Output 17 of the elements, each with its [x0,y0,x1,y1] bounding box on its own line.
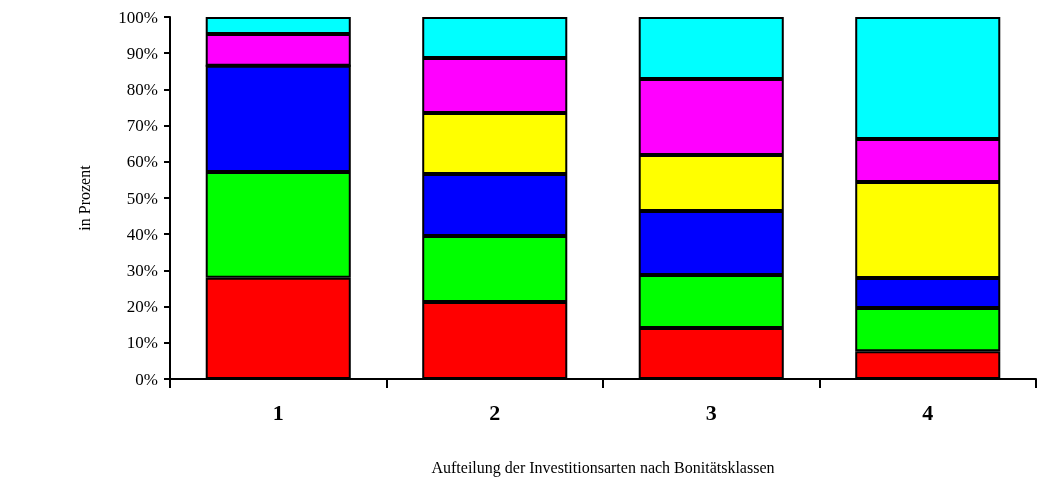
x-tick-label: 2 [489,399,501,425]
x-tick-label: 3 [705,399,717,425]
y-tick-label: 80% [126,79,158,99]
y-axis-title: in Prozent [75,164,93,231]
y-tick-label: 60% [126,152,158,172]
y-tick-label: 10% [126,333,158,353]
y-tick-label: 90% [126,43,158,63]
x-tick-label: 4 [922,399,934,425]
y-tick-label: 70% [126,116,158,136]
x-tick-label: 1 [272,399,284,425]
x-axis-title: Aufteilung der Investitionsarten nach Bonitätsklassen [431,458,775,477]
y-tick-label: 40% [126,224,158,244]
y-tick-label: 50% [126,188,158,208]
y-tick-label: 0% [135,369,158,389]
y-tick-label: 30% [126,260,158,280]
y-tick-label: 20% [126,297,158,317]
y-tick-label: 100% [118,7,158,27]
